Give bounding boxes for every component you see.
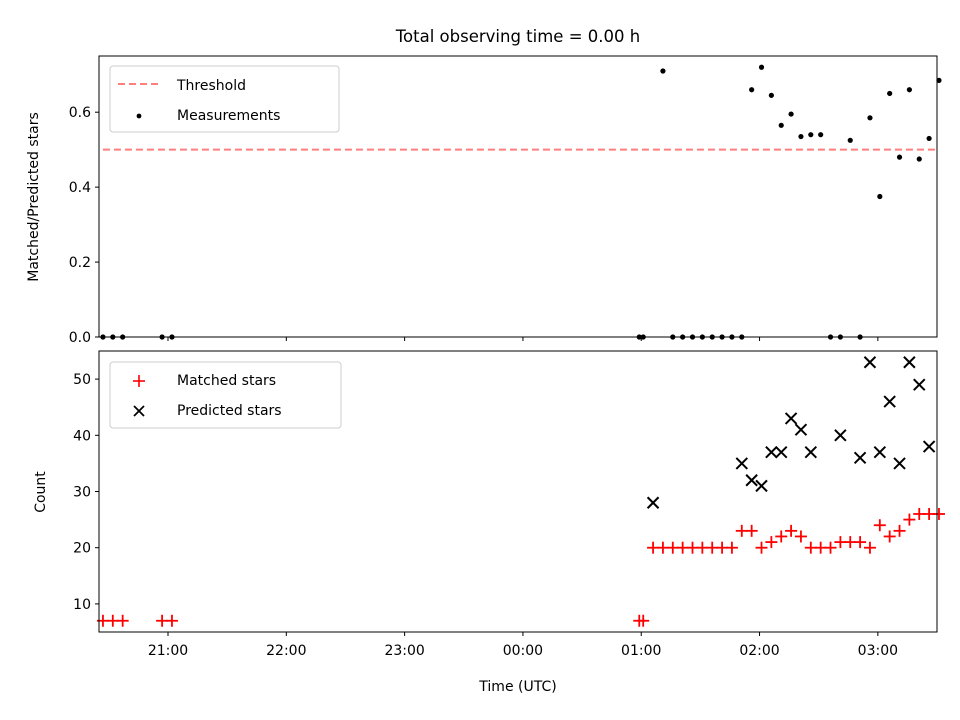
matched-star-point — [883, 530, 896, 543]
bottom-legend-box — [109, 361, 342, 429]
bottom-panel: 10 20 30 40 50 21:00 22:00 23:00 00:00 01:00 02:0… — [33, 350, 945, 695]
bottom-y-tick-label: 20 — [73, 541, 91, 557]
legend-matched-label: Matched stars — [177, 373, 276, 389]
predicted-star-point — [745, 474, 758, 487]
bottom-x-ticks: 21:00 22:00 23:00 00:00 01:00 02:00 03:00 — [148, 632, 898, 659]
predicted-star-point — [834, 429, 847, 442]
bottom-y-axis-label: Count — [33, 471, 49, 513]
x-tick-label: 01:00 — [621, 643, 661, 659]
top-y-axis-label: Matched/Predicted stars — [26, 112, 42, 282]
matched-star-point — [116, 614, 129, 627]
matched-star-point — [873, 519, 886, 532]
predicted-star-point — [755, 479, 768, 493]
top-x-ticks — [167, 337, 879, 341]
matched-star-point — [745, 524, 758, 537]
measurement-point — [877, 193, 883, 200]
measurement-point — [788, 111, 794, 117]
top-legend: Threshold Measurements — [109, 65, 340, 133]
legend-measurements-label: Measurements — [177, 108, 280, 124]
top-y-tick-label: 0.0 — [69, 330, 91, 346]
matched-star-point — [785, 524, 798, 537]
predicted-star-point — [735, 457, 749, 470]
measurement-point — [660, 68, 666, 74]
predicted-star-point — [913, 378, 926, 391]
x-tick-label: 21:00 — [148, 643, 188, 659]
matched-star-point — [932, 507, 945, 520]
measurement-point — [936, 77, 942, 83]
matched-star-point — [755, 541, 768, 554]
legend-predicted-label: Predicted stars — [177, 403, 282, 419]
figure-title: Total observing time = 0.00 h — [395, 27, 640, 46]
matched-stars-points — [96, 507, 945, 627]
predicted-star-point — [873, 445, 887, 459]
legend-predicted-swatch — [133, 405, 145, 417]
top-y-tick-label: 0.6 — [69, 105, 91, 121]
matched-star-point — [903, 513, 916, 526]
measurement-point — [896, 154, 903, 160]
top-legend-box — [109, 65, 340, 133]
predicted-star-point — [863, 356, 877, 369]
legend-measurements-swatch — [136, 113, 142, 119]
predicted-star-point — [922, 440, 936, 453]
legend-threshold-label: Threshold — [176, 78, 246, 94]
predicted-star-point — [804, 445, 818, 459]
legend-matched-swatch — [133, 375, 145, 387]
predicted-star-point — [784, 412, 798, 425]
matched-star-point — [824, 541, 837, 554]
measurement-point — [926, 135, 932, 142]
matched-star-point — [637, 614, 650, 627]
top-plot-frame — [98, 55, 938, 338]
x-tick-label: 02:00 — [739, 643, 779, 659]
bottom-y-ticks: 10 20 30 40 50 — [73, 372, 99, 613]
predicted-star-point — [765, 445, 778, 459]
measurement-point — [867, 115, 873, 121]
measurement-point — [798, 133, 804, 140]
x-tick-label: 03:00 — [858, 643, 898, 659]
matched-star-point — [863, 541, 876, 554]
predicted-star-point — [883, 395, 896, 408]
matched-star-point — [765, 536, 778, 549]
x-tick-label: 22:00 — [266, 643, 306, 659]
matched-star-point — [165, 614, 178, 627]
predicted-star-point — [794, 423, 808, 436]
predicted-star-point — [853, 451, 867, 464]
measurement-point — [887, 90, 893, 97]
matched-star-point — [725, 541, 738, 554]
measurement-point — [778, 122, 784, 128]
top-panel: 0.0 0.2 0.4 0.6 Matched/Predicted stars Thr… — [26, 55, 942, 346]
predicted-stars-points — [646, 356, 936, 509]
top-y-tick-label: 0.2 — [69, 255, 91, 271]
x-axis-label: Time (UTC) — [478, 679, 556, 695]
predicted-star-point — [646, 496, 660, 509]
predicted-star-point — [903, 356, 916, 369]
bottom-y-tick-label: 30 — [73, 485, 91, 501]
matched-star-point — [854, 536, 867, 549]
predicted-star-point — [775, 445, 788, 459]
matched-star-point — [893, 524, 906, 537]
x-tick-label: 23:00 — [384, 643, 424, 659]
predicted-star-point — [893, 457, 906, 470]
bottom-legend: Matched stars Predicted stars — [109, 361, 342, 429]
measurement-point — [818, 132, 824, 138]
bottom-y-tick-label: 50 — [73, 372, 91, 388]
measurement-point — [916, 156, 922, 162]
measurement-point — [768, 92, 774, 98]
measurement-point — [847, 137, 853, 143]
bottom-y-tick-label: 10 — [73, 597, 91, 613]
x-tick-label: 00:00 — [503, 643, 543, 659]
bottom-y-tick-label: 40 — [73, 428, 91, 444]
top-y-tick-label: 0.4 — [69, 180, 91, 196]
bottom-plot-frame — [98, 350, 938, 633]
matched-star-point — [775, 530, 788, 543]
top-y-ticks: 0.0 0.2 0.4 0.6 — [69, 105, 99, 346]
measurement-point — [749, 87, 755, 93]
measurement-point — [906, 87, 912, 93]
matched-star-point — [794, 530, 807, 543]
measurement-point — [808, 132, 814, 138]
measurement-point — [758, 64, 765, 70]
